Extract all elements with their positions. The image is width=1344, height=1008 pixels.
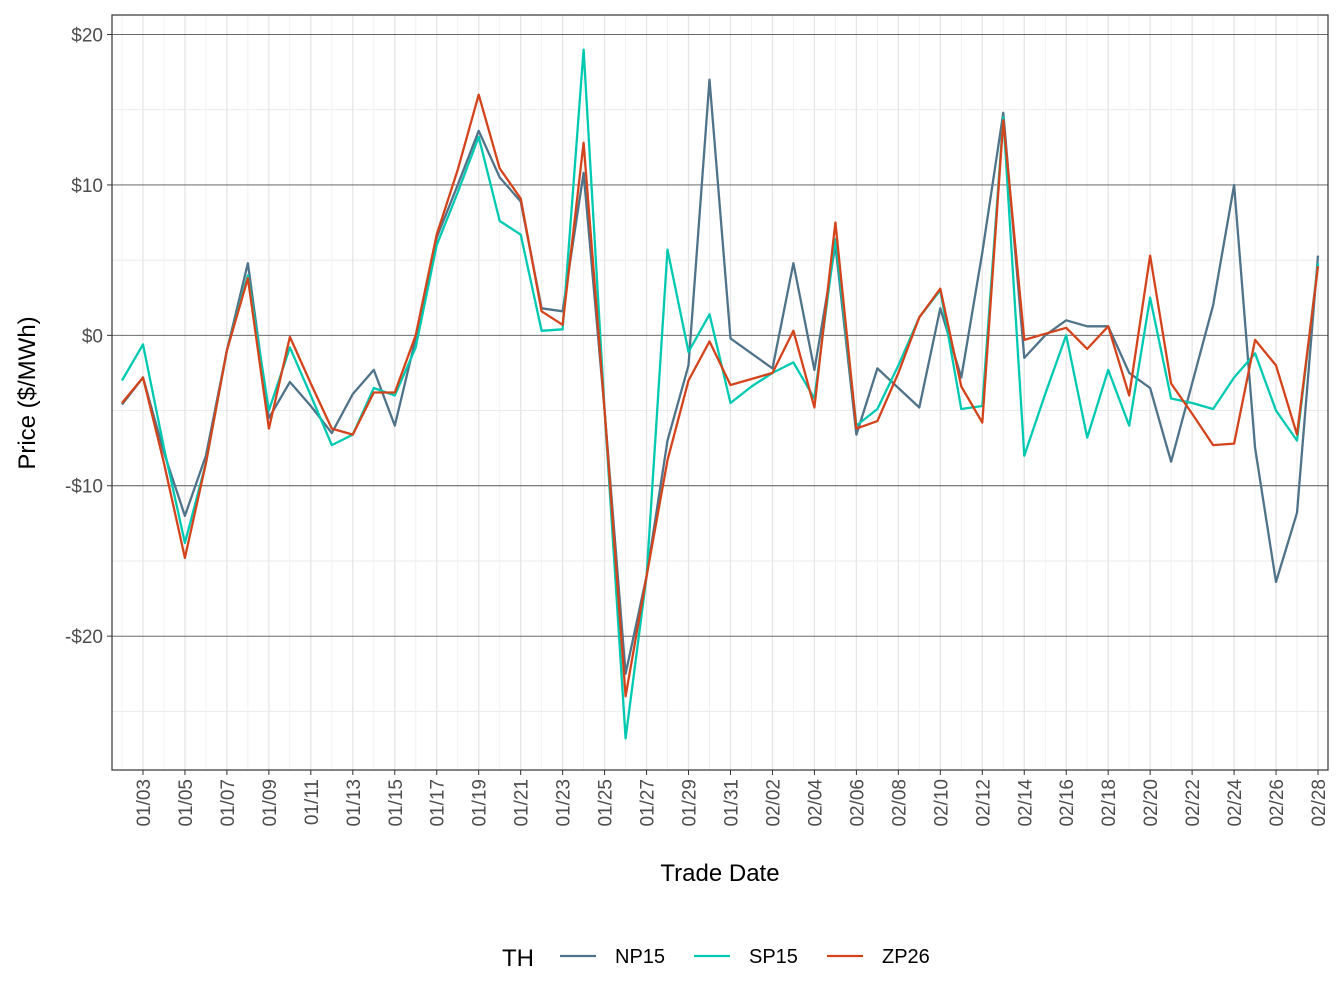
x-tick-label: 02/26 bbox=[1267, 779, 1288, 827]
legend: TH NP15 SP15 ZP26 bbox=[502, 945, 930, 972]
series-lines bbox=[121, 48, 1320, 740]
x-tick-label: 02/06 bbox=[847, 779, 868, 827]
x-tick-label: 01/03 bbox=[134, 779, 155, 827]
x-tick-label: 02/10 bbox=[931, 779, 952, 827]
x-tick-label: 01/13 bbox=[344, 779, 365, 827]
grid bbox=[112, 15, 1328, 770]
y-tick-label: $0 bbox=[82, 326, 103, 347]
x-axis-title: Trade Date bbox=[660, 860, 779, 887]
y-tick-label: $20 bbox=[71, 26, 103, 47]
x-tick-label: 02/12 bbox=[973, 779, 994, 827]
legend-title: TH bbox=[502, 945, 534, 972]
y-tick-label: -$10 bbox=[65, 477, 103, 498]
x-tick-label: 01/23 bbox=[554, 779, 575, 827]
x-tick-label: 01/27 bbox=[638, 779, 659, 827]
legend-label: NP15 bbox=[615, 946, 665, 968]
x-tick-label: 01/15 bbox=[386, 779, 407, 827]
x-tick-label: 01/17 bbox=[428, 779, 449, 827]
x-tick-label: 02/22 bbox=[1183, 779, 1204, 827]
y-tick-label: -$20 bbox=[65, 627, 103, 648]
x-tick-label: 01/29 bbox=[680, 779, 701, 827]
x-axis: 01/03 01/05 01/07 01/09 01/11 01/13 01/15 01/17… bbox=[134, 770, 1330, 827]
x-tick-label: 02/04 bbox=[805, 779, 826, 827]
x-tick-label: 02/02 bbox=[763, 779, 784, 827]
x-tick-label: 01/25 bbox=[596, 779, 617, 827]
x-tick-label: 01/09 bbox=[260, 779, 281, 827]
x-tick-label: 01/05 bbox=[176, 779, 197, 827]
x-tick-label: 02/08 bbox=[889, 779, 910, 827]
y-axis: $20 $10 $0 -$10 -$20 bbox=[65, 26, 112, 648]
x-tick-label: 02/28 bbox=[1309, 779, 1330, 827]
y-tick-label: $10 bbox=[71, 176, 103, 197]
series-line-sp15 bbox=[121, 48, 1320, 740]
x-tick-label: 02/20 bbox=[1141, 779, 1162, 827]
x-tick-label: 02/18 bbox=[1099, 779, 1120, 827]
legend-label: ZP26 bbox=[882, 946, 930, 968]
x-tick-label: 01/31 bbox=[721, 779, 742, 827]
x-tick-label: 02/16 bbox=[1057, 779, 1078, 827]
x-tick-label: 01/21 bbox=[512, 779, 533, 827]
x-tick-label: 01/11 bbox=[302, 779, 323, 825]
x-tick-label: 02/24 bbox=[1225, 779, 1246, 827]
panel-border bbox=[111, 14, 1329, 771]
x-tick-label: 02/14 bbox=[1015, 779, 1036, 827]
y-axis-title: Price ($/MWh) bbox=[14, 316, 41, 469]
series-line-zp26 bbox=[121, 93, 1320, 698]
x-tick-label: 01/19 bbox=[470, 779, 491, 827]
x-tick-label: 01/07 bbox=[218, 779, 239, 827]
legend-label: SP15 bbox=[749, 946, 798, 968]
